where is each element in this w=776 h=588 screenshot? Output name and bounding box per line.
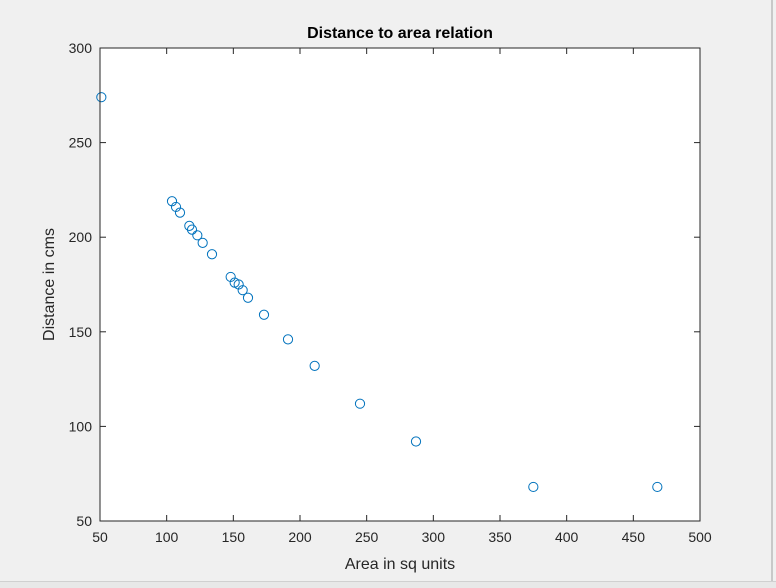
x-axis-label: Area in sq units xyxy=(345,556,455,573)
data-point xyxy=(354,398,366,409)
x-tick-label: 350 xyxy=(488,529,512,545)
y-tick-label: 200 xyxy=(69,229,93,245)
data-point xyxy=(237,285,248,296)
y-axis-label: Distance in cms xyxy=(41,228,58,341)
data-point xyxy=(410,436,422,447)
x-tick-label: 50 xyxy=(92,529,108,545)
data-point xyxy=(197,237,208,248)
data-point xyxy=(170,201,182,213)
y-tick-label: 50 xyxy=(76,513,92,529)
data-point xyxy=(225,271,236,283)
data-point xyxy=(258,309,270,320)
chart-marks xyxy=(96,92,663,493)
data-point xyxy=(96,92,107,103)
data-point xyxy=(242,292,254,303)
y-tick-label: 100 xyxy=(69,418,93,434)
chart-title: Distance to area relation xyxy=(307,25,493,42)
window-edge xyxy=(771,0,773,587)
axes-box xyxy=(99,47,701,522)
data-point xyxy=(166,196,178,207)
data-point xyxy=(192,230,203,241)
data-point xyxy=(309,360,320,371)
data-point xyxy=(184,220,195,231)
x-tick-label: 450 xyxy=(622,529,646,545)
x-tick-label: 400 xyxy=(555,529,579,545)
data-point xyxy=(652,481,663,493)
window-bottom-edge xyxy=(0,581,776,588)
data-point xyxy=(174,207,186,218)
x-tick-label: 250 xyxy=(355,529,379,545)
axis-ticks: 50 100 150 200 250 300 350 400 450 500 50 100 150 200… xyxy=(69,40,712,545)
y-tick-label: 250 xyxy=(69,135,93,151)
x-tick-label: 500 xyxy=(688,529,712,545)
y-tick-label: 150 xyxy=(69,324,93,340)
axes-background xyxy=(100,48,700,521)
y-tick-label: 300 xyxy=(69,40,93,56)
x-tick-label: 300 xyxy=(422,529,446,545)
data-point xyxy=(282,334,294,345)
x-tick-label: 100 xyxy=(155,529,179,545)
data-point xyxy=(233,279,244,290)
x-tick-label: 150 xyxy=(222,529,246,545)
data-point xyxy=(206,249,218,260)
data-point xyxy=(528,481,539,493)
data-point xyxy=(186,224,198,235)
x-tick-label: 200 xyxy=(288,529,312,545)
